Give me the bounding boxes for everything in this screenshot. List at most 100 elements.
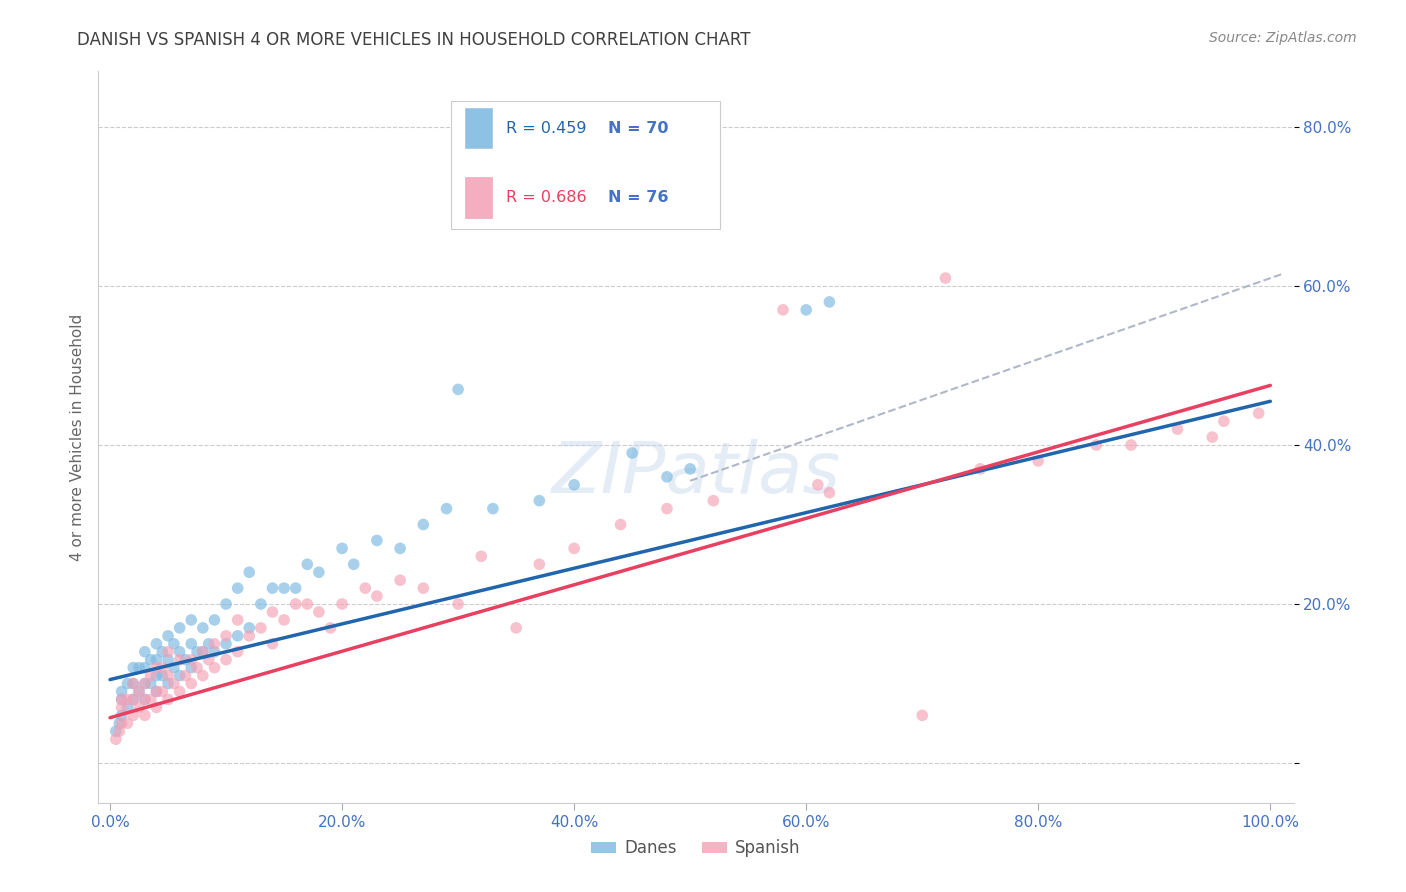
Point xyxy=(308,566,330,580)
Point xyxy=(389,541,412,556)
Point xyxy=(1026,454,1049,468)
Point xyxy=(180,676,202,690)
Point xyxy=(111,708,134,723)
Point xyxy=(134,676,156,690)
Point xyxy=(150,645,173,659)
Point xyxy=(273,581,295,595)
Point xyxy=(145,660,167,674)
Point xyxy=(191,645,214,659)
Point xyxy=(343,558,366,572)
Point xyxy=(139,676,162,690)
Point xyxy=(262,581,284,595)
Point xyxy=(180,637,202,651)
Legend: Danes, Spanish: Danes, Spanish xyxy=(585,832,807,864)
Point xyxy=(169,668,191,682)
Point xyxy=(204,660,226,674)
FancyBboxPatch shape xyxy=(451,101,720,228)
Point xyxy=(226,613,249,627)
Point xyxy=(128,700,150,714)
Point xyxy=(104,732,127,747)
Point xyxy=(174,668,197,682)
Point xyxy=(529,558,551,572)
Point xyxy=(180,660,202,674)
Point xyxy=(226,581,249,595)
Point xyxy=(111,692,134,706)
Point xyxy=(1119,438,1142,452)
Point xyxy=(204,613,226,627)
Point xyxy=(262,605,284,619)
Point xyxy=(562,477,585,491)
Point xyxy=(1166,422,1188,436)
Point xyxy=(169,621,191,635)
Point xyxy=(911,708,934,723)
Point xyxy=(215,637,238,651)
Point xyxy=(139,668,162,682)
Point xyxy=(262,637,284,651)
Point xyxy=(108,724,131,739)
Point xyxy=(180,653,202,667)
Point xyxy=(134,660,156,674)
Point xyxy=(794,302,817,317)
Point xyxy=(226,645,249,659)
Point xyxy=(1201,430,1223,444)
Point xyxy=(111,716,134,731)
Point xyxy=(655,501,678,516)
Point xyxy=(655,470,678,484)
Point xyxy=(128,660,150,674)
FancyBboxPatch shape xyxy=(465,178,492,218)
Point xyxy=(621,446,644,460)
Point xyxy=(145,684,167,698)
Point xyxy=(128,684,150,698)
Point xyxy=(122,692,145,706)
Text: R = 0.459: R = 0.459 xyxy=(506,120,586,136)
Point xyxy=(104,724,127,739)
Point xyxy=(297,558,319,572)
Point xyxy=(297,597,319,611)
Point xyxy=(250,597,273,611)
Text: N = 70: N = 70 xyxy=(607,120,668,136)
Point xyxy=(157,645,180,659)
Point xyxy=(818,485,841,500)
Point xyxy=(702,207,724,221)
Point xyxy=(169,653,191,667)
Point xyxy=(226,629,249,643)
Point xyxy=(702,493,724,508)
Point xyxy=(969,462,991,476)
Point xyxy=(157,692,180,706)
Text: Source: ZipAtlas.com: Source: ZipAtlas.com xyxy=(1209,31,1357,45)
Point xyxy=(412,581,434,595)
Point xyxy=(238,566,260,580)
Point xyxy=(204,637,226,651)
Point xyxy=(319,621,342,635)
Point xyxy=(482,501,505,516)
Point xyxy=(366,533,388,548)
Point xyxy=(1247,406,1270,420)
Point xyxy=(447,597,470,611)
Point xyxy=(562,541,585,556)
Point xyxy=(412,517,434,532)
Point xyxy=(150,660,173,674)
Point xyxy=(134,645,156,659)
Point xyxy=(134,692,156,706)
Point xyxy=(273,613,295,627)
Text: DANISH VS SPANISH 4 OR MORE VEHICLES IN HOUSEHOLD CORRELATION CHART: DANISH VS SPANISH 4 OR MORE VEHICLES IN … xyxy=(77,31,751,49)
Point xyxy=(169,645,191,659)
Point xyxy=(150,684,173,698)
Point xyxy=(1085,438,1108,452)
Point xyxy=(122,676,145,690)
Point xyxy=(157,653,180,667)
Point xyxy=(197,637,219,651)
Point xyxy=(157,629,180,643)
Point xyxy=(117,676,139,690)
Point xyxy=(470,549,492,564)
Point xyxy=(330,597,353,611)
Point xyxy=(1212,414,1234,428)
Point xyxy=(134,708,156,723)
Point xyxy=(174,653,197,667)
Text: N = 76: N = 76 xyxy=(607,190,668,205)
Point xyxy=(122,660,145,674)
Point xyxy=(330,541,353,556)
Point xyxy=(145,668,167,682)
Point xyxy=(117,716,139,731)
Point xyxy=(215,653,238,667)
